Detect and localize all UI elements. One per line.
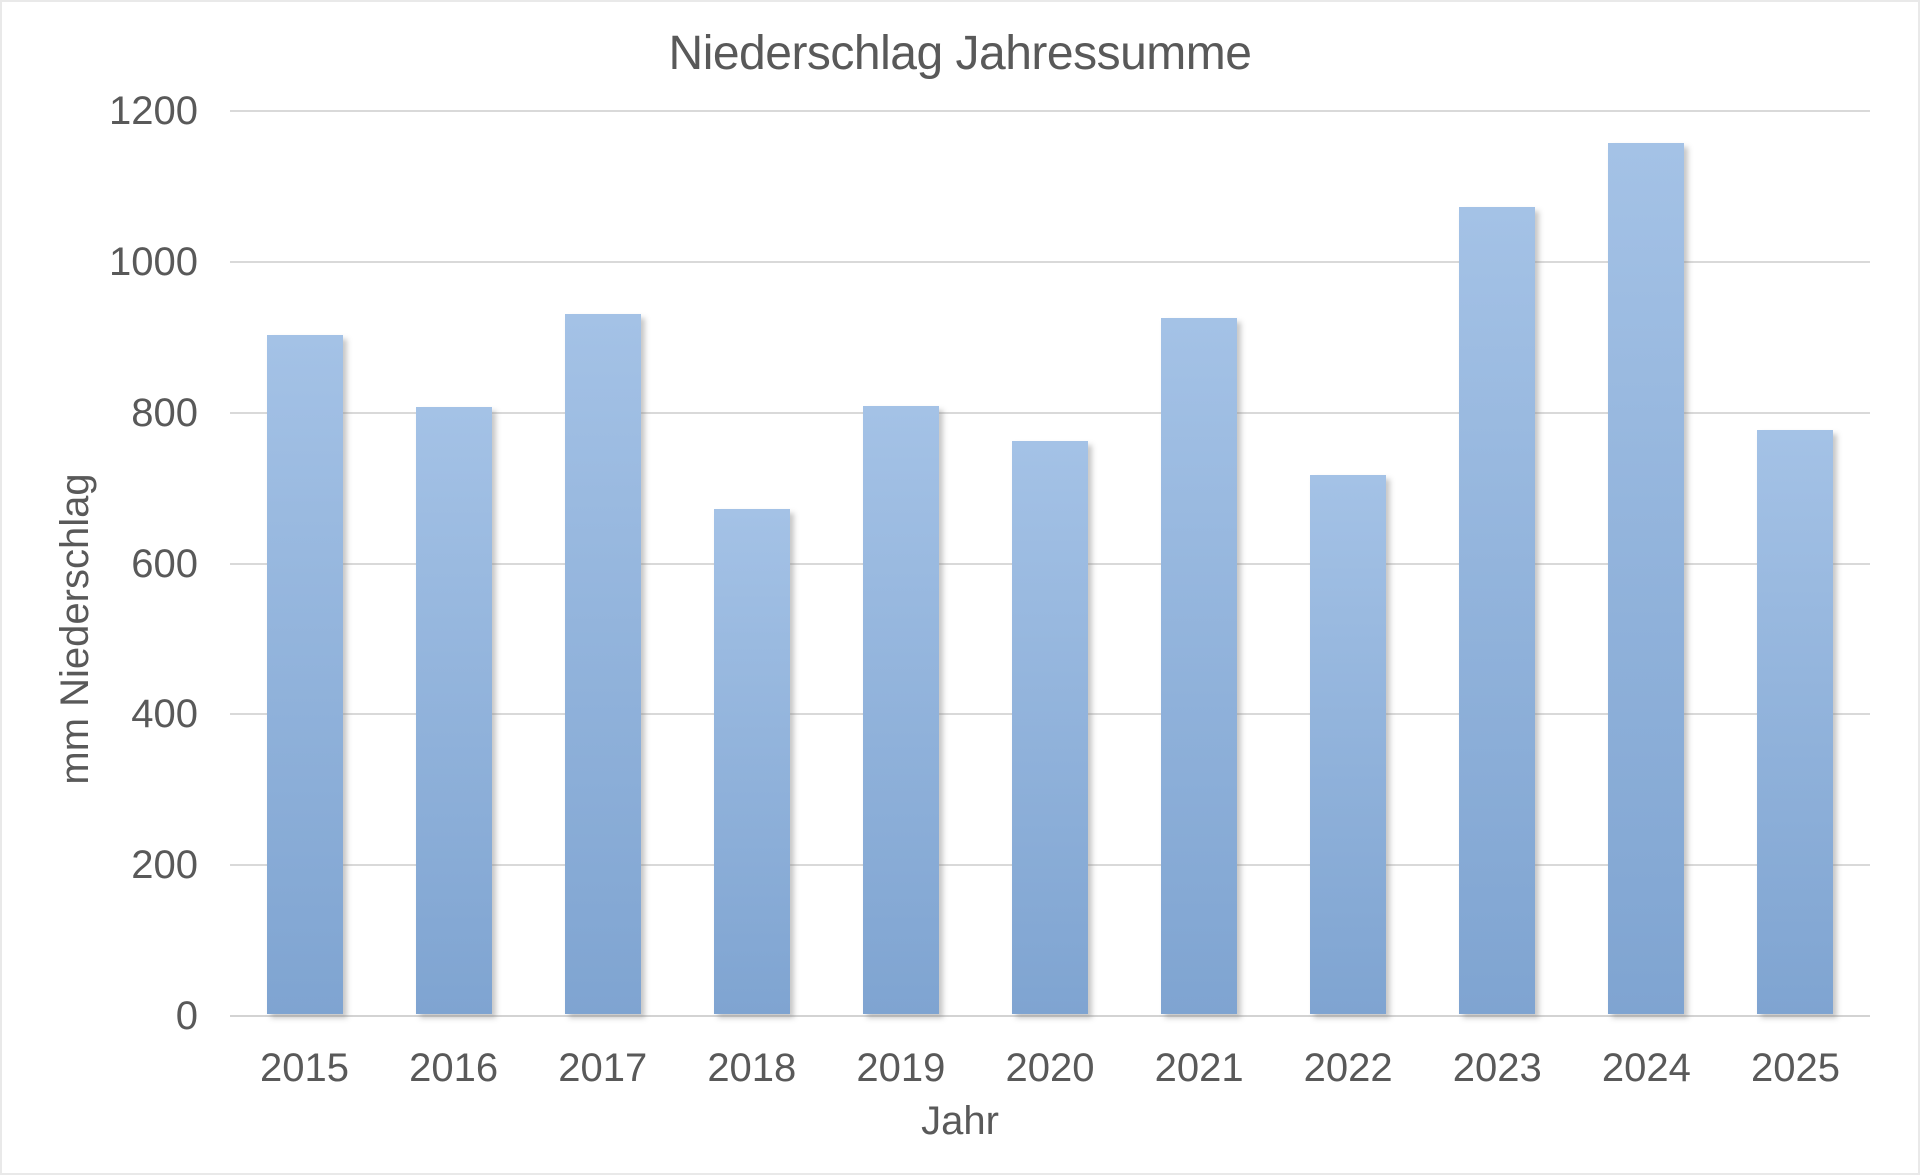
bar-2024 xyxy=(1608,142,1685,1014)
x-tick-label-2022: 2022 xyxy=(1303,1046,1393,1090)
x-tick-label-2017: 2017 xyxy=(558,1046,648,1090)
y-tick-label-0: 0 xyxy=(175,994,198,1038)
bar-2021 xyxy=(1161,317,1238,1014)
bar-2018 xyxy=(713,508,790,1014)
bar-2022 xyxy=(1310,474,1387,1014)
y-tick-label-400: 400 xyxy=(131,692,198,737)
x-tick-label-2021: 2021 xyxy=(1154,1046,1244,1090)
plot-area xyxy=(230,110,1870,1017)
gridline-1000 xyxy=(230,260,1870,263)
x-tick-label-2025: 2025 xyxy=(1750,1046,1840,1090)
gridline-1200 xyxy=(230,110,1870,112)
bar-2023 xyxy=(1459,207,1536,1014)
bar-2019 xyxy=(862,406,939,1014)
x-tick-label-2023: 2023 xyxy=(1452,1046,1542,1090)
bar-2017 xyxy=(564,314,641,1014)
bar-2016 xyxy=(415,406,492,1014)
bar-2015 xyxy=(266,335,343,1014)
gridline-800 xyxy=(230,411,1870,414)
chart-title: Niederschlag Jahressumme xyxy=(668,27,1252,80)
x-tick-label-2019: 2019 xyxy=(856,1046,946,1090)
bar-2025 xyxy=(1757,430,1834,1014)
x-axis-line xyxy=(230,1015,1870,1017)
bar-2020 xyxy=(1012,440,1088,1014)
x-tick-label-2016: 2016 xyxy=(409,1046,499,1090)
x-tick-label-2020: 2020 xyxy=(1005,1046,1095,1090)
y-tick-label-200: 200 xyxy=(131,843,198,888)
y-axis-tick-labels: 0 200 400 600 800 1000 1200 xyxy=(2,91,198,1036)
y-tick-label-800: 800 xyxy=(131,390,198,435)
y-tick-label-600: 600 xyxy=(131,541,198,586)
y-tick-label-1200: 1200 xyxy=(109,89,198,133)
x-axis-title: Jahr xyxy=(921,1099,999,1143)
y-tick-label-1000: 1000 xyxy=(109,239,198,284)
x-axis-tick-labels: 2015 2016 2017 2018 2019 2020 2021 2022 2023 2024… xyxy=(230,1044,1870,1094)
x-tick-label-2018: 2018 xyxy=(707,1046,797,1090)
x-tick-label-2015: 2015 xyxy=(260,1046,350,1090)
x-tick-label-2024: 2024 xyxy=(1601,1046,1691,1090)
